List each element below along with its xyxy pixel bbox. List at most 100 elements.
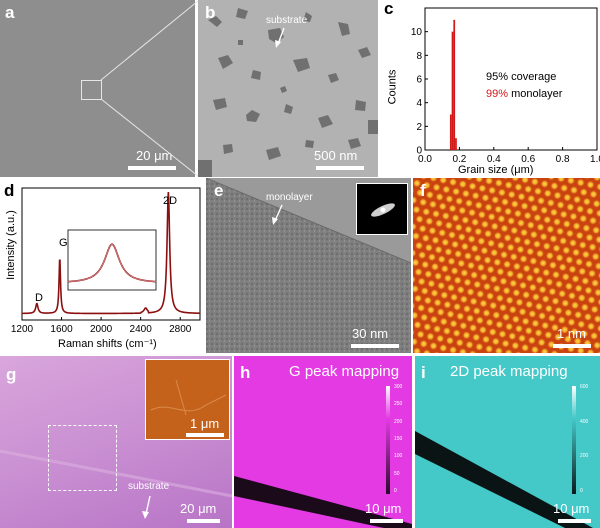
x-tick-label: 1200 bbox=[11, 324, 34, 335]
colorbar-tick-label: 150 bbox=[394, 436, 403, 442]
monolayer-percent: 99% bbox=[486, 88, 509, 100]
panel-g-optical-image: 1 μm substrate 20 μm g bbox=[0, 356, 232, 528]
diffraction-inset bbox=[356, 183, 408, 235]
coverage-text: 95% coverage bbox=[486, 71, 557, 83]
x-tick-label: 2400 bbox=[130, 324, 153, 335]
colorbar-tick-label: 0 bbox=[394, 488, 397, 494]
panel-title: 2D peak mapping bbox=[450, 363, 568, 380]
scalebar-label: 500 nm bbox=[314, 148, 358, 163]
arrow-icon bbox=[142, 495, 151, 519]
inset-data-line bbox=[67, 243, 157, 282]
monolayer-text: 99% monolayer bbox=[486, 88, 563, 100]
histogram-bar bbox=[449, 114, 452, 150]
panel-label: i bbox=[421, 363, 426, 382]
x-tick-label: 1.0 bbox=[590, 154, 600, 165]
lattice-pattern bbox=[413, 178, 600, 353]
scalebar-label: 10 μm bbox=[553, 501, 590, 516]
panel-label: h bbox=[240, 363, 251, 382]
panel-label: c bbox=[384, 0, 394, 18]
colorbar-ticks: 600 400 200 0 bbox=[580, 384, 596, 496]
y-axis-label: Intensity (a.u.) bbox=[4, 210, 17, 280]
inset-scalebar-label: 1 μm bbox=[190, 416, 220, 431]
x-axis-label: Grain size (μm) bbox=[458, 164, 534, 176]
scalebar-bar bbox=[553, 344, 591, 348]
scalebar-bar bbox=[316, 166, 364, 170]
histogram-bar bbox=[455, 138, 457, 150]
inset-frame bbox=[67, 229, 157, 291]
x-tick-label: 0.0 bbox=[418, 154, 432, 165]
x-tick-label: 2000 bbox=[90, 324, 113, 335]
panel-d-raman: d 1200 1600 2000 2400 2800 D G 2D Raman shif… bbox=[0, 178, 205, 353]
colorbar-tick-label: 50 bbox=[394, 470, 400, 477]
y-tick-label: 10 bbox=[411, 27, 423, 38]
scalebar-label: 10 μm bbox=[365, 501, 402, 516]
panel-i-2d-peak-map: i 2D peak mapping 600 400 200 0 10 μm bbox=[415, 356, 600, 528]
histogram-bar bbox=[453, 19, 456, 151]
scalebar-label: 30 nm bbox=[352, 326, 389, 341]
histogram-svg: 0.0 0.2 0.4 0.6 0.8 1.0 0 2 4 6 8 10 bbox=[411, 7, 600, 165]
colorbar-tick-label: 600 bbox=[580, 384, 589, 390]
colorbar-tick-label: 0 bbox=[580, 488, 583, 494]
arrow-icon bbox=[272, 204, 283, 225]
dark-stripe bbox=[415, 431, 593, 528]
plot-frame bbox=[21, 187, 201, 321]
y-tick-label: 6 bbox=[416, 75, 422, 86]
y-tick-label: 0 bbox=[416, 146, 422, 157]
x-tick-label: 0.8 bbox=[556, 154, 570, 165]
panel-h-g-peak-map: h G peak mapping 300 250 200 150 100 50 0 10 μ… bbox=[234, 356, 412, 528]
panel-label: f bbox=[420, 181, 426, 200]
colorbar bbox=[572, 386, 576, 494]
panel-label: e bbox=[214, 181, 224, 200]
panel-label: a bbox=[5, 3, 15, 22]
inset-grain-lines bbox=[150, 379, 227, 416]
x-axis-label: Raman shifts (cm⁻¹) bbox=[58, 338, 157, 350]
scalebar-label: 20 μm bbox=[180, 501, 217, 516]
y-axis-label: Counts bbox=[386, 69, 399, 105]
panel-c-histogram: c 0.0 0.2 0.4 0.6 0.8 1.0 0 2 4 6 8 10 95% coverage… bbox=[380, 0, 600, 180]
panel-b-sem-image: substrate 500 nm b bbox=[198, 0, 378, 177]
monolayer-annotation: monolayer bbox=[266, 192, 313, 203]
panel-e-tem-image: monolayer 30 nm e bbox=[206, 178, 411, 353]
colorbar-tick-label: 200 bbox=[580, 453, 589, 460]
panel-label: d bbox=[4, 181, 15, 200]
substrate-annotation: substrate bbox=[128, 481, 170, 492]
inset-scalebar-bar bbox=[186, 433, 224, 437]
x-tick-label: 0.4 bbox=[487, 154, 501, 165]
scalebar-bar bbox=[187, 519, 220, 523]
colorbar-ticks: 300 250 200 150 100 50 0 bbox=[394, 384, 410, 496]
y-tick-label: 4 bbox=[416, 98, 422, 109]
substrate-annotation: substrate bbox=[266, 15, 308, 26]
panel-a-sem-image: 20 μm a bbox=[0, 0, 195, 177]
peak-label-G: G bbox=[59, 237, 68, 249]
panel-title: G peak mapping bbox=[289, 363, 400, 380]
histogram-bar bbox=[451, 31, 454, 151]
y-tick-label: 8 bbox=[416, 51, 422, 62]
monolayer-word: monolayer bbox=[511, 88, 563, 100]
panel-f-atomic-image: 1 nm f bbox=[413, 178, 600, 353]
zoom-box bbox=[81, 80, 102, 100]
raman-svg: 1200 1600 2000 2400 2800 bbox=[11, 187, 201, 335]
colorbar bbox=[386, 386, 390, 494]
diffraction-pattern bbox=[371, 203, 395, 217]
scalebar-bar bbox=[128, 166, 176, 170]
colorbar-tick-label: 300 bbox=[394, 384, 403, 390]
selection-box bbox=[48, 425, 117, 491]
substrate-patches bbox=[198, 8, 378, 177]
arrow-icon bbox=[275, 27, 285, 48]
colorbar-tick-label: 250 bbox=[394, 401, 403, 408]
colorbar-tick-label: 100 bbox=[394, 453, 403, 460]
scalebar-bar bbox=[351, 344, 399, 348]
peak-label-2D: 2D bbox=[163, 195, 178, 207]
y-tick-label: 2 bbox=[416, 122, 422, 133]
x-tick-label: 0.2 bbox=[452, 154, 466, 165]
colorbar-tick-label: 200 bbox=[394, 418, 403, 425]
spectrum-line bbox=[21, 191, 201, 315]
x-tick-label: 0.6 bbox=[521, 154, 535, 165]
panel-label: b bbox=[205, 3, 216, 22]
scalebar-bar bbox=[558, 519, 591, 523]
scalebar-label: 20 μm bbox=[136, 148, 173, 163]
peak-label-D: D bbox=[35, 292, 43, 304]
scalebar-bar bbox=[370, 519, 403, 523]
x-tick-label: 2800 bbox=[169, 324, 192, 335]
colorbar-tick-label: 400 bbox=[580, 418, 589, 425]
